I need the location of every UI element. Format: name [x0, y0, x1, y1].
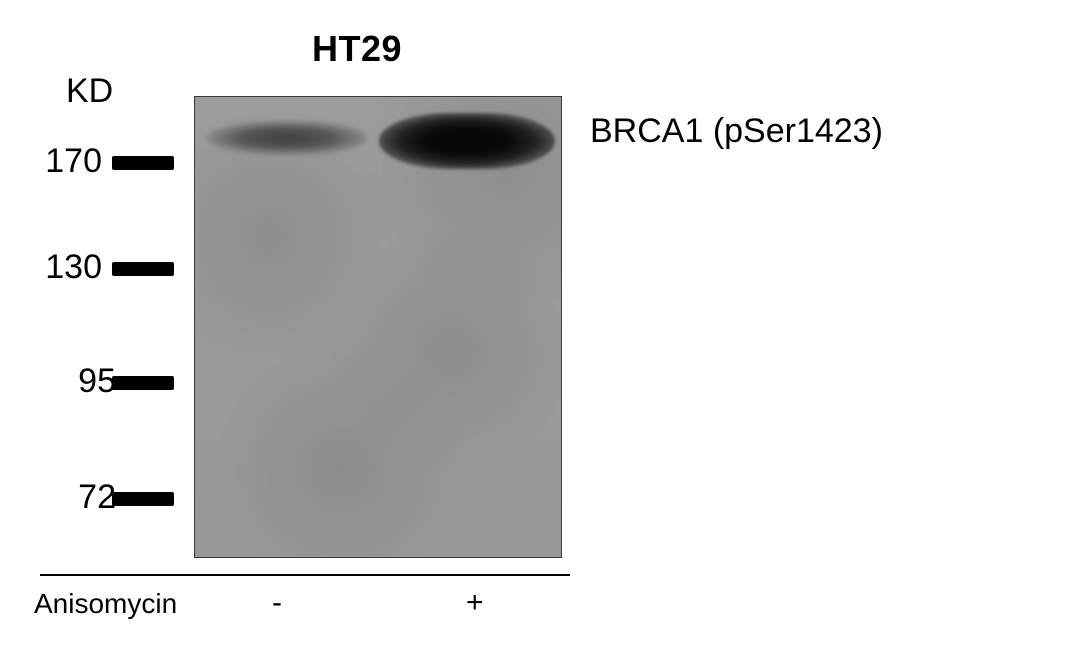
mw-tick	[112, 156, 174, 170]
sample-header: HT29	[312, 28, 402, 70]
treatment-row-label: Anisomycin	[34, 588, 177, 620]
mw-marker-label: 170	[12, 142, 102, 181]
mw-marker-label: 130	[12, 248, 102, 287]
band-lane1	[207, 121, 367, 155]
protein-annotation: BRCA1 (pSer1423)	[590, 112, 883, 151]
mw-marker-label: 72	[26, 478, 116, 517]
lane2-treatment-symbol: +	[466, 586, 484, 620]
mw-tick	[112, 376, 174, 390]
footer-divider	[40, 574, 570, 576]
figure: HT29 KD 170 130 95 72 BRCA1 (pSer1423) A…	[0, 0, 1080, 664]
mw-tick	[112, 492, 174, 506]
mw-marker-label: 95	[26, 362, 116, 401]
mw-tick	[112, 262, 174, 276]
band-lane2	[379, 113, 555, 169]
western-blot-membrane	[194, 96, 562, 558]
lane1-treatment-symbol: -	[272, 586, 282, 620]
ladder-unit-label: KD	[66, 72, 113, 111]
